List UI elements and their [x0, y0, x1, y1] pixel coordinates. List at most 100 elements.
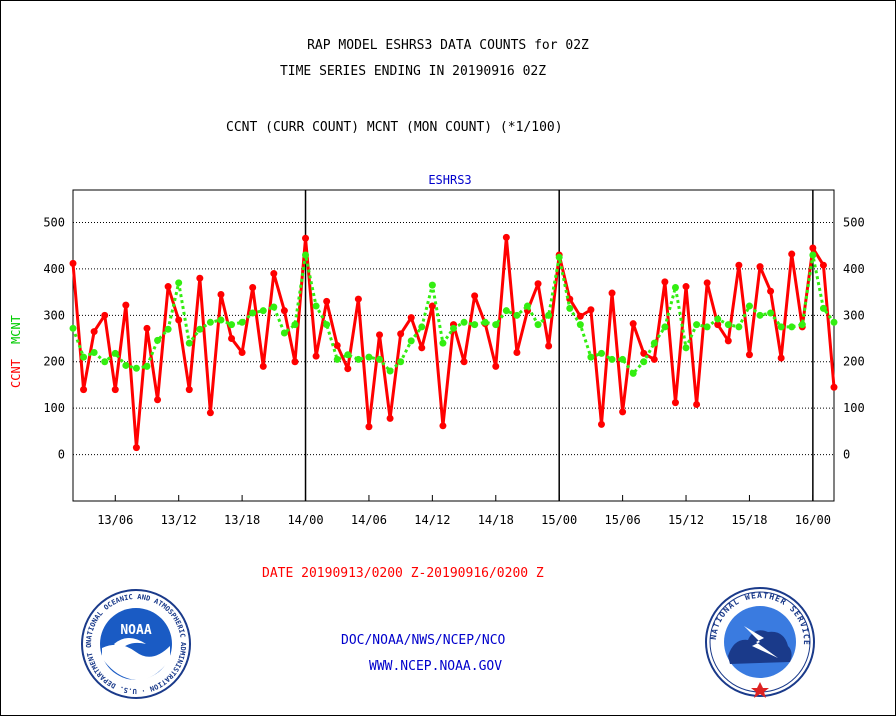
- data-point-mcnt: [101, 358, 109, 366]
- data-point-ccnt: [143, 324, 151, 332]
- website-link[interactable]: WWW.NCEP.NOAA.GOV: [369, 659, 503, 674]
- y-tick-label-left: 200: [43, 355, 65, 369]
- data-point-ccnt: [122, 301, 130, 309]
- x-tick-label: 15/12: [668, 513, 704, 527]
- y-tick-label-left: 300: [43, 308, 65, 322]
- data-point-mcnt: [650, 339, 658, 347]
- data-point-ccnt: [154, 396, 162, 404]
- data-point-ccnt: [703, 279, 711, 287]
- data-point-ccnt: [756, 263, 764, 271]
- data-point-ccnt: [259, 362, 267, 370]
- data-point-ccnt: [788, 250, 796, 258]
- data-point-ccnt: [228, 335, 236, 343]
- data-point-mcnt: [756, 311, 764, 319]
- data-point-mcnt: [259, 307, 267, 315]
- plot-area: [72, 189, 835, 502]
- org-link[interactable]: DOC/NOAA/NWS/NCEP/NCO: [341, 633, 506, 648]
- data-point-mcnt: [777, 323, 785, 331]
- data-point-mcnt: [302, 251, 310, 259]
- data-point-ccnt: [809, 244, 817, 252]
- noaa-logo-text: NOAA: [120, 623, 151, 638]
- data-point-ccnt: [608, 289, 616, 297]
- data-point-mcnt: [143, 362, 151, 370]
- y-tick-label-right: 400: [843, 262, 865, 276]
- x-tick-label: 14/12: [414, 513, 450, 527]
- data-point-ccnt: [354, 295, 362, 303]
- data-point-mcnt: [545, 311, 553, 319]
- data-point-ccnt: [101, 311, 109, 319]
- data-point-mcnt: [682, 344, 690, 352]
- x-tick-label: 14/00: [287, 513, 323, 527]
- data-point-ccnt: [344, 365, 352, 373]
- data-point-mcnt: [365, 353, 373, 361]
- data-point-mcnt: [154, 336, 162, 344]
- chart-title-line2: TIME SERIES ENDING IN 20190916 02Z: [279, 64, 547, 79]
- data-point-ccnt: [418, 344, 426, 352]
- data-point-mcnt: [492, 321, 500, 329]
- data-point-ccnt: [280, 307, 288, 315]
- data-point-mcnt: [428, 281, 436, 289]
- data-point-ccnt: [132, 444, 140, 452]
- data-point-ccnt: [597, 420, 605, 428]
- data-point-mcnt: [196, 325, 204, 333]
- x-tick-label: 13/12: [161, 513, 197, 527]
- data-point-mcnt: [418, 323, 426, 331]
- data-point-mcnt: [471, 321, 479, 329]
- data-point-ccnt: [745, 351, 753, 359]
- data-point-ccnt: [650, 355, 658, 363]
- data-point-mcnt: [164, 325, 172, 333]
- x-tick-label: 15/06: [605, 513, 641, 527]
- data-point-ccnt: [735, 261, 743, 269]
- data-point-mcnt: [80, 353, 88, 361]
- data-point-ccnt: [640, 349, 648, 357]
- data-point-ccnt: [217, 290, 225, 298]
- data-point-ccnt: [724, 337, 732, 345]
- ylabel-ccnt: CCNT: [9, 359, 23, 388]
- chart-title-line1: RAP MODEL ESHRS3 DATA COUNTS for 02Z: [307, 38, 589, 53]
- data-point-mcnt: [767, 309, 775, 317]
- x-tick-label: 16/00: [795, 513, 831, 527]
- data-point-mcnt: [745, 302, 753, 310]
- data-point-mcnt: [566, 304, 574, 312]
- data-point-ccnt: [830, 383, 838, 391]
- data-point-ccnt: [386, 414, 394, 422]
- data-point-mcnt: [819, 304, 827, 312]
- data-point-ccnt: [671, 399, 679, 407]
- data-point-ccnt: [164, 283, 172, 291]
- data-point-ccnt: [69, 259, 77, 267]
- data-point-ccnt: [513, 348, 521, 356]
- data-point-mcnt: [185, 339, 193, 347]
- data-point-ccnt: [693, 400, 701, 408]
- y-tick-label-right: 0: [843, 448, 850, 462]
- data-point-ccnt: [397, 330, 405, 338]
- data-point-mcnt: [111, 349, 119, 357]
- data-point-ccnt: [767, 287, 775, 295]
- data-point-ccnt: [661, 278, 669, 286]
- data-point-mcnt: [206, 318, 214, 326]
- data-point-ccnt: [175, 316, 183, 324]
- data-point-mcnt: [90, 348, 98, 356]
- data-point-mcnt: [714, 315, 722, 323]
- data-point-mcnt: [640, 358, 648, 366]
- y-tick-label-right: 500: [843, 215, 865, 229]
- data-point-ccnt: [80, 386, 88, 394]
- data-point-mcnt: [523, 302, 531, 310]
- data-point-mcnt: [333, 355, 341, 363]
- y-tick-label-left: 100: [43, 401, 65, 415]
- x-tick-label: 13/06: [97, 513, 133, 527]
- data-point-ccnt: [206, 409, 214, 417]
- data-point-ccnt: [249, 283, 257, 291]
- data-point-mcnt: [376, 355, 384, 363]
- data-point-ccnt: [238, 348, 246, 356]
- data-point-mcnt: [439, 339, 447, 347]
- data-point-mcnt: [407, 337, 415, 345]
- y-tick-label-left: 0: [58, 448, 65, 462]
- data-point-ccnt: [407, 314, 415, 322]
- y-tick-label-right: 100: [843, 401, 865, 415]
- data-point-mcnt: [69, 324, 77, 332]
- data-point-mcnt: [608, 355, 616, 363]
- y-tick-label-left: 500: [43, 215, 65, 229]
- x-tick-label: 13/18: [224, 513, 260, 527]
- data-point-ccnt: [302, 234, 310, 242]
- data-point-ccnt: [460, 358, 468, 366]
